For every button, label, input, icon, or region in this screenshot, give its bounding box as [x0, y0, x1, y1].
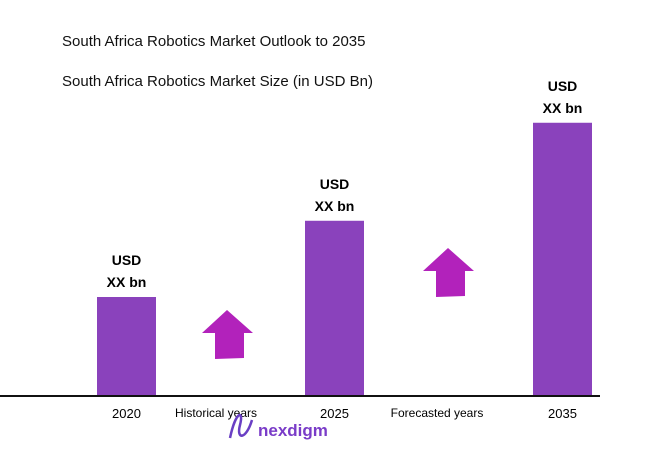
data-label-currency-2020: USD — [112, 252, 142, 268]
data-label-value-2020: XX bn — [107, 274, 147, 290]
period-label-historical: Historical years — [175, 406, 257, 420]
data-label-value-2025: XX bn — [315, 198, 355, 214]
x-tick-label-2020: 2020 — [112, 406, 141, 421]
period-label-forecasted: Forecasted years — [391, 406, 484, 420]
x-tick-label-2025: 2025 — [320, 406, 349, 421]
growth-arrow-icon-historical — [202, 310, 253, 359]
growth-arrow-icon-forecasted — [423, 248, 474, 297]
chart-title: South Africa Robotics Market Outlook to … — [62, 33, 366, 50]
data-label-currency-2025: USD — [320, 176, 350, 192]
chart-subtitle: South Africa Robotics Market Size (in US… — [62, 73, 373, 90]
data-label-value-2035: XX bn — [543, 100, 583, 116]
bar-2020 — [97, 297, 156, 396]
bar-2025 — [305, 220, 364, 396]
brand-logo-text: nexdigm — [258, 421, 328, 440]
bar-2035 — [533, 122, 592, 396]
x-tick-label-2035: 2035 — [548, 406, 577, 421]
data-label-currency-2035: USD — [548, 78, 578, 94]
nexdigm-logo-icon — [228, 413, 254, 439]
